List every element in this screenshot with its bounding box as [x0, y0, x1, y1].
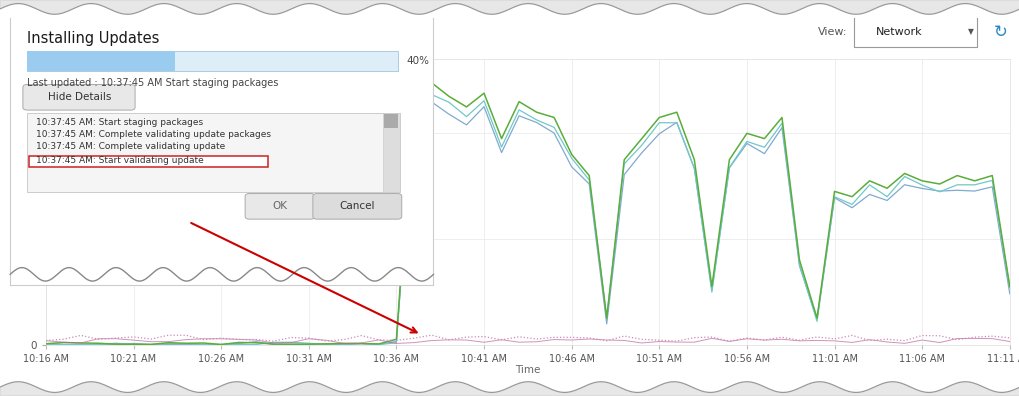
FancyBboxPatch shape	[30, 156, 268, 167]
FancyBboxPatch shape	[313, 194, 401, 219]
Bar	[382, 113, 399, 192]
X-axis label: Time: Time	[515, 365, 540, 375]
Text: Hide Details: Hide Details	[48, 92, 111, 102]
Text: 10:37:45 AM: Complete validating update packages: 10:37:45 AM: Complete validating update …	[36, 130, 270, 139]
Text: Cancel: Cancel	[339, 201, 375, 211]
Text: 10:37:45 AM: Start staging packages: 10:37:45 AM: Start staging packages	[36, 118, 203, 127]
Text: 10:37:45 AM: Complete validating update: 10:37:45 AM: Complete validating update	[36, 142, 224, 151]
Text: Network: Network	[875, 27, 921, 37]
Text: ↻: ↻	[994, 23, 1007, 41]
Bar	[28, 51, 397, 71]
Bar	[28, 113, 399, 192]
Text: ▼: ▼	[967, 27, 973, 36]
Text: 10:37:45 AM: Start validating update: 10:37:45 AM: Start validating update	[36, 156, 203, 165]
Text: OK: OK	[272, 201, 287, 211]
FancyBboxPatch shape	[245, 194, 315, 219]
Text: Installing Updates: Installing Updates	[28, 30, 159, 46]
Bar	[383, 114, 397, 128]
Text: View:: View:	[817, 27, 847, 37]
Text: Last updated : 10:37:45 AM Start staging packages: Last updated : 10:37:45 AM Start staging…	[28, 78, 278, 88]
FancyBboxPatch shape	[22, 84, 135, 110]
Text: 40%: 40%	[406, 56, 429, 66]
Bar	[28, 51, 175, 71]
FancyBboxPatch shape	[853, 16, 976, 47]
